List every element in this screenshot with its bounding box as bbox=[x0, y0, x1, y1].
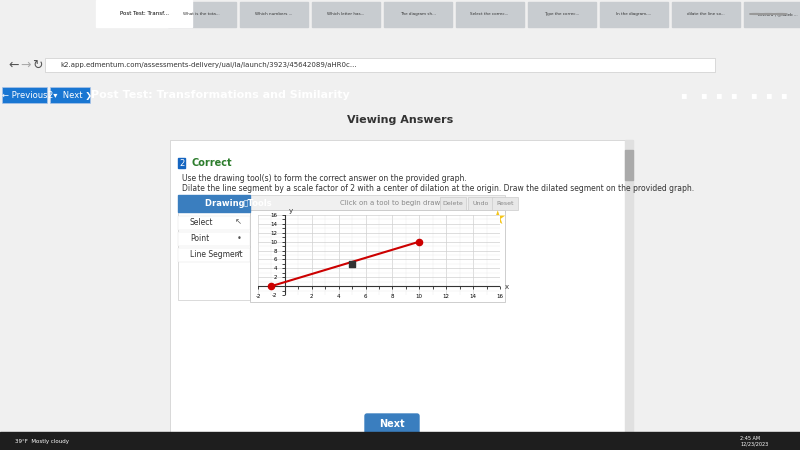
Bar bbox=[240, 3, 308, 27]
Bar bbox=[440, 197, 466, 210]
Bar bbox=[45, 58, 715, 72]
Text: Select the correc...: Select the correc... bbox=[470, 12, 509, 16]
Text: The diagram sh...: The diagram sh... bbox=[400, 12, 435, 16]
Text: ▪: ▪ bbox=[780, 90, 786, 100]
Text: Use the drawing tool(s) to form the correct answer on the provided graph.: Use the drawing tool(s) to form the corr… bbox=[182, 174, 466, 183]
Bar bbox=[2, 87, 47, 103]
Bar bbox=[178, 158, 185, 168]
Bar bbox=[600, 3, 668, 27]
Bar bbox=[312, 3, 380, 27]
Bar bbox=[178, 195, 250, 212]
FancyBboxPatch shape bbox=[365, 414, 419, 434]
Bar bbox=[50, 87, 90, 103]
Text: Point: Point bbox=[190, 234, 210, 243]
Text: ★: ★ bbox=[488, 208, 506, 228]
Text: Post Test: Transf...: Post Test: Transf... bbox=[119, 12, 169, 17]
Bar bbox=[178, 195, 250, 300]
Text: 🔧: 🔧 bbox=[244, 200, 248, 207]
Text: Select: Select bbox=[190, 217, 214, 226]
Text: Click on a tool to begin drawing.: Click on a tool to begin drawing. bbox=[340, 200, 454, 206]
Text: 2: 2 bbox=[179, 158, 185, 167]
Bar bbox=[178, 232, 250, 246]
Text: →: → bbox=[20, 58, 30, 72]
Text: Correct: Correct bbox=[192, 158, 233, 168]
Text: ▪: ▪ bbox=[700, 90, 706, 100]
Text: Dilate the line segment by a scale factor of 2 with a center of dilation at the : Dilate the line segment by a scale facto… bbox=[182, 184, 694, 193]
Bar bbox=[625, 140, 633, 435]
Text: What is the tota...: What is the tota... bbox=[183, 12, 220, 16]
Bar bbox=[178, 248, 250, 262]
Bar bbox=[456, 3, 524, 27]
Text: x: x bbox=[505, 284, 509, 290]
Text: ▪: ▪ bbox=[750, 90, 757, 100]
Text: Delete: Delete bbox=[442, 201, 463, 206]
Bar bbox=[528, 3, 596, 27]
Text: ↻: ↻ bbox=[32, 58, 42, 72]
Point bbox=[265, 283, 278, 290]
Bar bbox=[96, 0, 192, 27]
Text: Reset: Reset bbox=[496, 201, 514, 206]
Text: dilate the line so...: dilate the line so... bbox=[686, 12, 725, 16]
Point bbox=[346, 260, 358, 267]
Bar bbox=[178, 216, 250, 230]
Text: •: • bbox=[237, 234, 242, 243]
Text: ↖: ↖ bbox=[235, 217, 242, 226]
Text: ←: ← bbox=[8, 58, 18, 72]
Bar bbox=[384, 3, 452, 27]
Text: ▪: ▪ bbox=[765, 90, 772, 100]
Text: ▪: ▪ bbox=[680, 90, 686, 100]
Text: ↗: ↗ bbox=[235, 250, 242, 259]
Bar bbox=[492, 197, 518, 210]
Text: y: y bbox=[289, 208, 293, 214]
Text: k2.app.edmentum.com/assessments-delivery/uai/la/launch/3923/45642089/aHR0c...: k2.app.edmentum.com/assessments-delivery… bbox=[60, 62, 357, 68]
Text: Line Segment: Line Segment bbox=[190, 250, 242, 259]
Text: Undo: Undo bbox=[473, 201, 489, 206]
Text: Which numbers ...: Which numbers ... bbox=[255, 12, 292, 16]
Bar bbox=[170, 140, 625, 435]
Text: 2:45 AM
12/23/2023: 2:45 AM 12/23/2023 bbox=[740, 436, 768, 446]
Text: Which letter has...: Which letter has... bbox=[327, 12, 364, 16]
Text: Next: Next bbox=[379, 419, 405, 429]
Text: Viewing Answers: Viewing Answers bbox=[347, 115, 453, 125]
Text: Drawing Tools: Drawing Tools bbox=[205, 198, 272, 207]
Bar bbox=[250, 195, 505, 212]
Text: 2▾  Next ❯: 2▾ Next ❯ bbox=[48, 90, 92, 99]
Text: Discord | @Kaleb ...: Discord | @Kaleb ... bbox=[758, 12, 798, 16]
Text: In the diagram,...: In the diagram,... bbox=[616, 12, 651, 16]
Bar bbox=[625, 150, 633, 180]
Text: 39°F  Mostly cloudy: 39°F Mostly cloudy bbox=[15, 438, 69, 444]
Text: ← Previous: ← Previous bbox=[2, 90, 48, 99]
Text: Type the correc...: Type the correc... bbox=[544, 12, 579, 16]
Bar bbox=[168, 3, 236, 27]
Bar bbox=[744, 3, 800, 27]
Point bbox=[413, 238, 426, 245]
Text: ▪: ▪ bbox=[730, 90, 737, 100]
Text: © 2023 Edmentum. All rights reserved.: © 2023 Edmentum. All rights reserved. bbox=[185, 439, 310, 445]
Bar bbox=[0, 432, 800, 450]
Bar bbox=[250, 210, 505, 302]
Text: Post Test: Transformations and Similarity: Post Test: Transformations and Similarit… bbox=[90, 90, 350, 100]
Bar bbox=[468, 197, 494, 210]
Bar bbox=[672, 3, 740, 27]
Text: ▪: ▪ bbox=[715, 90, 722, 100]
